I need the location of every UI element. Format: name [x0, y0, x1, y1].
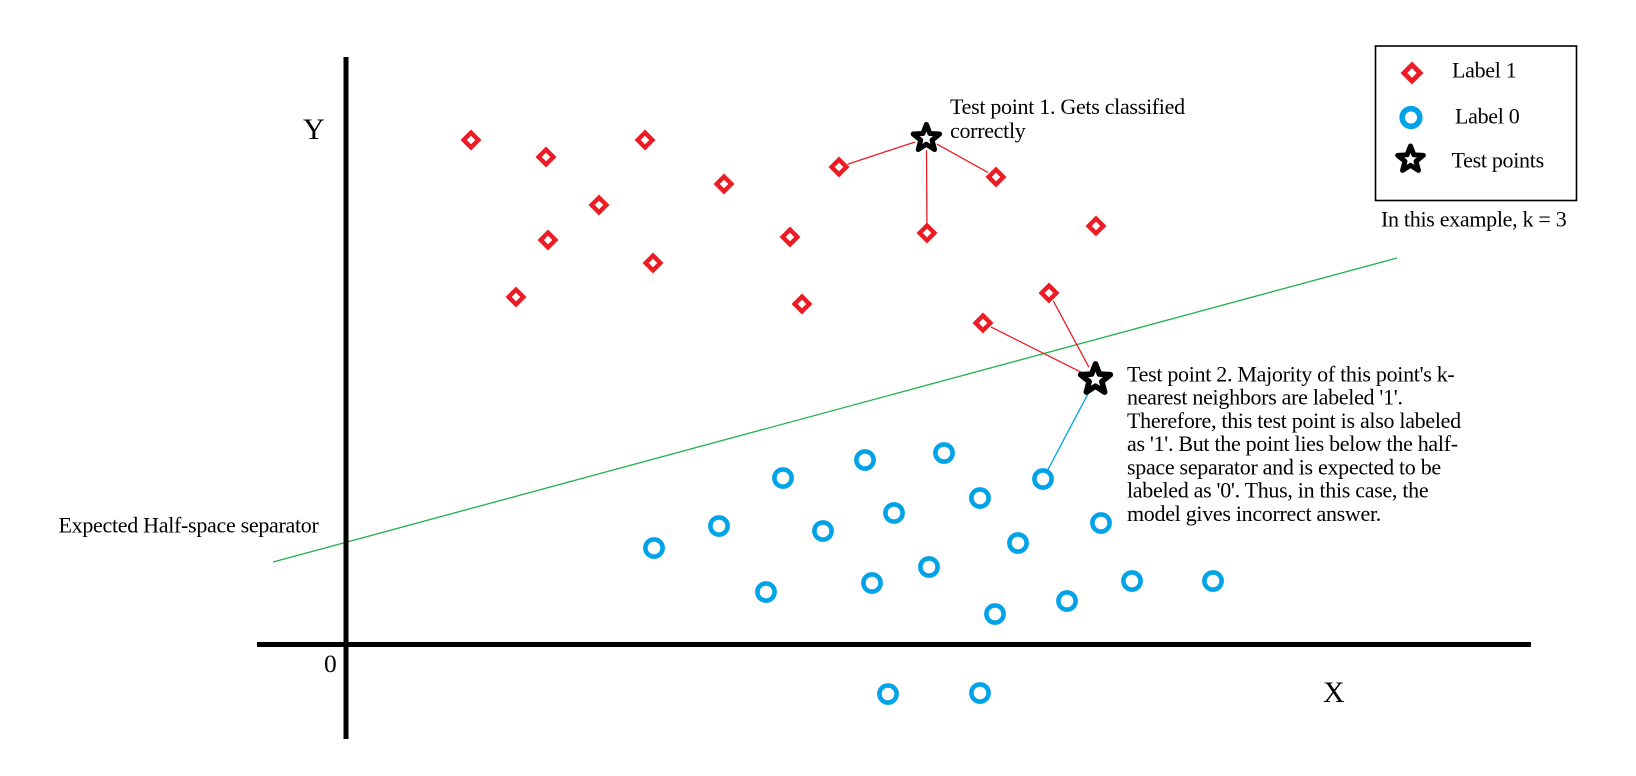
svg-text:as '1'. But the point lies bel: as '1'. But the point lies below the hal… [1127, 431, 1458, 456]
svg-text:Label 1: Label 1 [1452, 58, 1516, 83]
svg-text:Test point 2. Majority of this: Test point 2. Majority of this point's k… [1127, 361, 1454, 386]
svg-text:nearest neighbors are labeled: nearest neighbors are labeled '1'. [1127, 385, 1403, 410]
svg-text:Expected Half-space separator: Expected Half-space separator [59, 512, 320, 537]
svg-text:Therefore, this test point is: Therefore, this test point is also label… [1127, 408, 1461, 433]
svg-text:space separator and is expecte: space separator and is expected to be [1127, 454, 1441, 479]
svg-text:correctly: correctly [950, 118, 1026, 143]
svg-text:In this example, k = 3: In this example, k = 3 [1381, 207, 1567, 232]
svg-text:labeled as '0'. Thus, in this: labeled as '0'. Thus, in this case, the [1127, 478, 1428, 503]
svg-text:X: X [1323, 676, 1345, 709]
svg-text:Test point 1. Gets classified: Test point 1. Gets classified [950, 94, 1185, 119]
svg-text:Label 0: Label 0 [1455, 103, 1520, 128]
svg-text:model gives incorrect answer.: model gives incorrect answer. [1127, 501, 1381, 526]
svg-text:Y: Y [303, 113, 325, 146]
svg-text:0: 0 [324, 649, 337, 678]
svg-text:Test points: Test points [1452, 147, 1544, 172]
